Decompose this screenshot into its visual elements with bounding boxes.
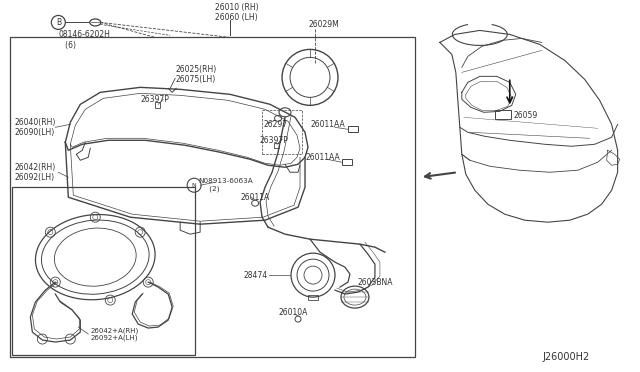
Text: J26000H2: J26000H2 — [543, 352, 589, 362]
Text: B: B — [56, 18, 61, 27]
Text: 26042+A(RH)
26092+A(LH): 26042+A(RH) 26092+A(LH) — [90, 327, 138, 341]
Bar — [342, 159, 352, 165]
Text: 2603BNA: 2603BNA — [358, 278, 394, 286]
Text: 28474: 28474 — [244, 270, 268, 280]
Text: 26397P: 26397P — [140, 95, 169, 104]
Text: N: N — [191, 183, 196, 188]
Bar — [348, 126, 358, 132]
Text: 08146-6202H
   (6): 08146-6202H (6) — [58, 31, 110, 50]
Bar — [495, 110, 511, 119]
Text: 26297: 26297 — [263, 120, 287, 129]
Text: 26040(RH)
26090(LH): 26040(RH) 26090(LH) — [14, 118, 56, 137]
Text: 26010A: 26010A — [278, 308, 307, 317]
Bar — [10, 38, 415, 357]
Text: 26059: 26059 — [514, 111, 538, 120]
Text: 26011A: 26011A — [240, 193, 269, 202]
Text: 26042(RH)
26092(LH): 26042(RH) 26092(LH) — [14, 163, 56, 182]
Text: 26010 (RH)
26060 (LH): 26010 (RH) 26060 (LH) — [215, 3, 259, 22]
Text: 26029M: 26029M — [308, 20, 339, 29]
Text: 26397P: 26397P — [259, 136, 288, 145]
Text: 26011AA: 26011AA — [310, 120, 345, 129]
Bar — [308, 295, 318, 300]
Bar — [274, 143, 279, 148]
Bar — [12, 187, 195, 355]
Text: N08913-6063A
     (2): N08913-6063A (2) — [198, 179, 253, 192]
Bar — [156, 102, 160, 108]
Text: 26011AA: 26011AA — [305, 153, 340, 162]
Text: 26025(RH)
26075(LH): 26025(RH) 26075(LH) — [175, 65, 216, 84]
